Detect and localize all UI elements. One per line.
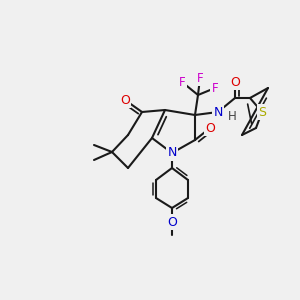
Text: F: F (179, 76, 185, 88)
Text: S: S (258, 106, 266, 118)
Text: O: O (205, 122, 215, 134)
Text: N: N (213, 106, 223, 118)
Text: O: O (230, 76, 240, 88)
Text: N: N (167, 146, 177, 160)
Text: H: H (228, 110, 237, 124)
Text: F: F (212, 82, 218, 94)
Text: O: O (167, 215, 177, 229)
Text: O: O (120, 94, 130, 106)
Text: F: F (197, 71, 203, 85)
